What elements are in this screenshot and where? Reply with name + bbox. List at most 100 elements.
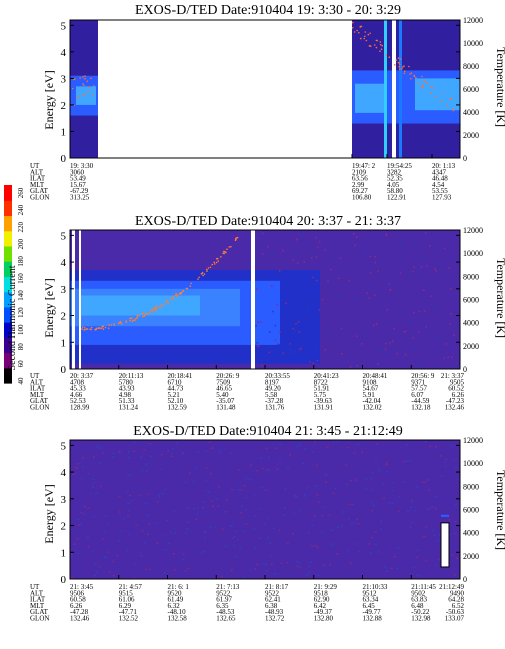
y2-tick-label: 2000 [463,131,479,140]
ephemeris-value: 3282 [387,168,402,176]
colorbar-tick-label: 240 [17,204,25,215]
y2-tick-label: 8000 [463,482,479,491]
y-tick-label: 4 [61,47,67,59]
ephemeris-value: 53.55 [432,187,448,195]
ephemeris-value: 54.67 [363,385,379,393]
ephemeris-value: 60.52 [448,385,464,393]
panel-1: EXOS-D/TED Date:910404 19: 3:30 - 20: 3:… [30,3,505,202]
ephemeris-value: 131.76 [265,404,285,412]
y-tick-label: 4 [61,467,67,479]
ephemeris-value: 132.46 [445,404,465,412]
ephemeris-value: 6710 [168,378,183,386]
ephemeris-value: -39.63 [314,397,333,405]
ephemeris-value: 128.99 [70,404,90,412]
ephemeris-value: 6.52 [452,602,465,610]
colorbar-tick-label: 160 [17,273,25,284]
ephemeris-value: 62.41 [265,596,281,604]
ephemeris-value: 9371 [411,378,426,386]
y-axis-ticks: 0 1 2 3 4 5 [61,20,460,165]
colorbar-segment [4,337,12,354]
y-tick-label: 0 [61,153,67,165]
ephemeris-value: 53.49 [70,175,86,183]
colorbar-tick-label: 40 [17,377,25,385]
ephemeris-row-label: GLON [30,615,49,623]
ephemeris-value: 133.07 [445,615,465,623]
ephemeris-value: 9506 [70,589,85,597]
ephemeris-value: 4.98 [119,391,132,399]
ephemeris-value: 21:12:49 [439,583,464,591]
ephemeris-row-label: ILAT [30,385,46,393]
ephemeris-value: 5.40 [216,391,229,399]
ephemeris-value: 6.32 [168,602,181,610]
ephemeris-value: 62.90 [314,596,330,604]
ephemeris-row-label: ILAT [30,175,46,183]
ephemeris-value: 61.06 [119,596,135,604]
ephemeris-value: 313.25 [70,194,90,202]
ephemeris-value: -50.63 [446,608,465,616]
ephemeris-value: 5780 [119,378,134,386]
panel-2-title: EXOS-D/TED Date:910404 20: 3:37 - 21: 3:… [135,214,401,229]
plot-frame [69,19,461,159]
ephemeris-value: 21:10:33 [363,583,388,591]
colorbar-tick-label: 180 [17,256,25,267]
ephemeris-value: 4708 [70,378,85,386]
colorbar-segment [4,261,12,277]
ephemeris-row-label: GLAT [30,397,49,405]
ephemeris-value: 132.65 [216,615,236,623]
ephemeris-value: 20:18:41 [168,372,193,380]
ephemeris-value: 6.26 [452,391,465,399]
ephemeris-value: -47.23 [446,397,465,405]
ephemeris-value: -47.71 [119,608,138,616]
ephemeris-value: 132.98 [411,615,431,623]
ephemeris-value: 9490 [450,589,465,597]
ephemeris-value: 51.33 [119,397,135,405]
ephemeris-value: 132.80 [314,615,334,623]
ephemeris-value: -47.28 [70,608,89,616]
y2-tick-label: 12000 [463,226,483,235]
colorbar-label: Second Harmonic Current [7,265,18,370]
ephemeris-value: 6.26 [70,602,83,610]
ephemeris-row-label: ALT [30,589,44,597]
ephemeris-value: -49.77 [363,608,382,616]
ephemeris-value: 21: 3:37 [441,372,465,380]
ephemeris-value: -42.04 [363,397,382,405]
y-tick-label: 0 [61,364,67,376]
y2-tick-label: 10000 [463,39,483,48]
y2-tick-label: 2000 [463,342,479,351]
ephemeris-value: 21: 4:57 [119,583,143,591]
y2-axis-ticks: 0 2000 4000 6000 8000 10000 12000 [463,226,483,374]
ephemeris-value: 131.24 [119,404,139,412]
ephemeris-value: 9515 [119,589,134,597]
ephemeris-value: 127.93 [432,194,452,202]
colorbar-tick-label: 220 [17,221,25,232]
ephemeris-value: -48.10 [168,608,187,616]
colorbar-tick-label: 140 [17,290,25,301]
ephemeris-value: 7509 [216,378,231,386]
ephemeris-value: 2109 [352,168,367,176]
ephemeris-value: 58.80 [387,187,403,195]
ephemeris-row-label: GLAT [30,608,49,616]
ephemeris-value: -37.28 [265,397,284,405]
y2-tick-label: 4000 [463,319,479,328]
y2-tick-label: 0 [463,154,467,163]
panel-3-y2label: Temperature [K] [494,470,505,550]
ephemeris-value: 132.46 [70,615,90,623]
ephemeris-value: 6.42 [314,602,327,610]
ephemeris-value: 4.54 [432,181,445,189]
ephemeris-value: 19:47: 2 [352,162,376,170]
ephemeris-row-label: UT [30,162,40,170]
colorbar-tick-label: 100 [17,324,25,335]
colorbar-segment [4,230,12,247]
ephemeris-value: 61.49 [168,596,184,604]
ephemeris-value: 132.59 [168,404,188,412]
y-tick-label: 1 [61,547,67,559]
ephemeris-value: 60.58 [70,596,86,604]
ephemeris-value: 9512 [363,589,378,597]
panel-2-y2label: Temperature [K] [494,258,505,338]
ephemeris-value: 20: 3:37 [70,372,94,380]
ephemeris-value: 9502 [411,589,426,597]
ephemeris-value: 49.20 [265,385,281,393]
